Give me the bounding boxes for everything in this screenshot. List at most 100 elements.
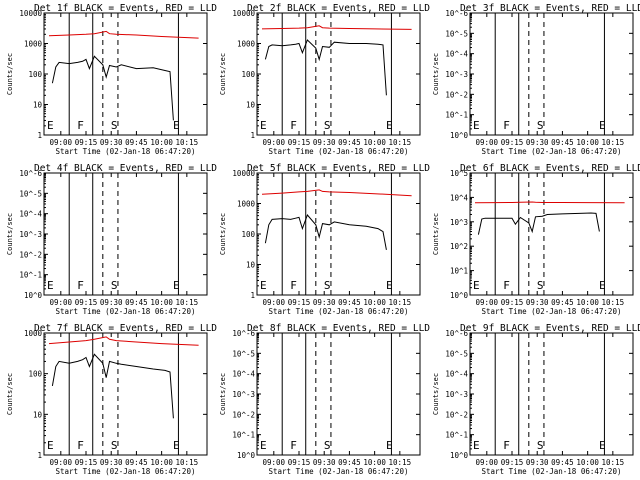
y-tick-label: 100 xyxy=(28,70,42,79)
y-axis-label: Counts/sec xyxy=(6,373,14,415)
x-tick-label: 10:00 xyxy=(576,138,599,147)
y-tick-label: 10^-2 xyxy=(445,90,468,99)
x-axis-label: Start Time (02-Jan-18 06:47:20) xyxy=(269,467,409,476)
y-tick-label: 10^-3 xyxy=(445,390,468,399)
y-tick-label: 1 xyxy=(37,131,42,140)
x-tick-label: 10:00 xyxy=(363,138,386,147)
x-tick-label: 09:00 xyxy=(50,458,73,467)
series-line xyxy=(51,55,174,121)
x-tick-label: 09:00 xyxy=(263,138,286,147)
event-marker-label: E xyxy=(386,439,393,452)
x-tick-label: 09:30 xyxy=(526,138,549,147)
y-tick-label: 10000 xyxy=(232,9,255,18)
x-tick-label: 09:45 xyxy=(551,458,574,467)
y-tick-label: 1 xyxy=(37,451,42,460)
y-tick-label: 10^-3 xyxy=(232,390,255,399)
y-tick-label: 10^5 xyxy=(450,169,468,178)
y-axis-label: Counts/sec xyxy=(219,213,227,255)
x-tick-label: 09:30 xyxy=(526,298,549,307)
y-tick-label: 10 xyxy=(246,261,256,270)
event-marker-label: S xyxy=(111,279,118,292)
detector-panel: Det 5f BLACK = Events, RED = LLD 1 10 100 10… xyxy=(219,163,430,316)
x-tick-label: 10:15 xyxy=(389,458,412,467)
x-tick-label: 09:45 xyxy=(551,298,574,307)
event-marker-label: F xyxy=(77,279,84,292)
y-axis-label: Counts/sec xyxy=(219,53,227,95)
y-tick-label: 10^0 xyxy=(450,451,469,460)
series-line xyxy=(474,201,625,204)
y-axis-label: Counts/sec xyxy=(6,213,14,255)
y-tick-label: 10^-5 xyxy=(445,29,468,38)
y-tick-label: 100 xyxy=(241,230,255,239)
x-tick-label: 09:15 xyxy=(288,298,311,307)
detector-panel: Det 8f BLACK = Events, RED = LLD 10^0 10^-… xyxy=(219,323,430,476)
x-tick-label: 10:15 xyxy=(389,298,412,307)
y-tick-label: 10^-1 xyxy=(445,431,468,440)
y-tick-label: 10^-1 xyxy=(445,111,468,120)
x-tick-label: 10:00 xyxy=(363,298,386,307)
panel-title: Det 9f BLACK = Events, RED = LLD xyxy=(460,323,640,334)
panel-title: Det 2f BLACK = Events, RED = LLD xyxy=(247,3,430,14)
y-tick-label: 10 xyxy=(33,101,43,110)
x-tick-label: 09:30 xyxy=(100,458,123,467)
event-marker-label: F xyxy=(77,119,84,132)
y-tick-label: 10^-6 xyxy=(19,169,42,178)
event-marker-label: E xyxy=(599,439,606,452)
x-tick-label: 09:15 xyxy=(501,458,524,467)
x-tick-label: 09:00 xyxy=(50,298,73,307)
event-marker-label: E xyxy=(260,279,267,292)
y-tick-label: 10^-6 xyxy=(445,329,468,338)
event-marker-label: S xyxy=(111,119,118,132)
y-axis-label: Counts/sec xyxy=(432,213,440,255)
x-tick-label: 09:00 xyxy=(476,298,499,307)
y-tick-label: 1 xyxy=(250,291,255,300)
event-marker-label: F xyxy=(77,439,84,452)
y-tick-label: 1000 xyxy=(24,40,43,49)
x-tick-label: 10:15 xyxy=(176,138,199,147)
x-axis-label: Start Time (02-Jan-18 06:47:20) xyxy=(482,147,622,156)
y-tick-label: 10^-3 xyxy=(19,230,42,239)
y-tick-label: 10 xyxy=(246,101,256,110)
y-tick-label: 10^2 xyxy=(450,242,468,251)
plot-frame xyxy=(256,12,421,136)
x-tick-label: 09:30 xyxy=(313,138,336,147)
panel-title: Det 4f BLACK = Events, RED = LLD xyxy=(34,163,217,174)
panel-title: Det 3f BLACK = Events, RED = LLD xyxy=(460,3,640,14)
x-tick-label: 10:15 xyxy=(176,458,199,467)
y-tick-label: 10^-1 xyxy=(232,431,255,440)
event-marker-label: F xyxy=(503,279,510,292)
x-tick-label: 10:00 xyxy=(150,458,173,467)
event-marker-label: F xyxy=(290,439,297,452)
plot-frame xyxy=(256,172,421,296)
x-tick-label: 10:00 xyxy=(150,298,173,307)
event-marker-label: S xyxy=(324,439,331,452)
x-tick-label: 09:00 xyxy=(50,138,73,147)
event-marker-label: F xyxy=(290,119,297,132)
x-tick-label: 09:15 xyxy=(75,138,98,147)
y-tick-label: 100 xyxy=(28,370,42,379)
x-tick-label: 09:00 xyxy=(263,458,286,467)
y-tick-label: 10^-4 xyxy=(232,370,255,379)
y-tick-label: 1 xyxy=(250,131,255,140)
y-tick-label: 10^4 xyxy=(450,193,469,202)
series-line xyxy=(261,189,412,197)
detector-panel: Det 3f BLACK = Events, RED = LLD 10^0 10^-… xyxy=(432,3,640,156)
x-tick-label: 09:15 xyxy=(288,458,311,467)
x-tick-label: 10:15 xyxy=(176,298,199,307)
x-tick-label: 09:30 xyxy=(313,458,336,467)
y-tick-label: 10^0 xyxy=(237,451,256,460)
x-tick-label: 09:45 xyxy=(551,138,574,147)
y-axis-label: Counts/sec xyxy=(432,373,440,415)
event-marker-label: F xyxy=(503,439,510,452)
event-marker-label: S xyxy=(537,439,544,452)
x-tick-label: 09:45 xyxy=(125,138,148,147)
x-tick-label: 09:15 xyxy=(501,298,524,307)
event-marker-label: E xyxy=(599,119,606,132)
plot-frame xyxy=(469,332,634,456)
event-marker-label: E xyxy=(599,279,606,292)
y-tick-label: 100 xyxy=(241,70,255,79)
event-marker-label: E xyxy=(386,279,393,292)
x-tick-label: 09:30 xyxy=(100,298,123,307)
x-axis-label: Start Time (02-Jan-18 06:47:20) xyxy=(482,307,622,316)
